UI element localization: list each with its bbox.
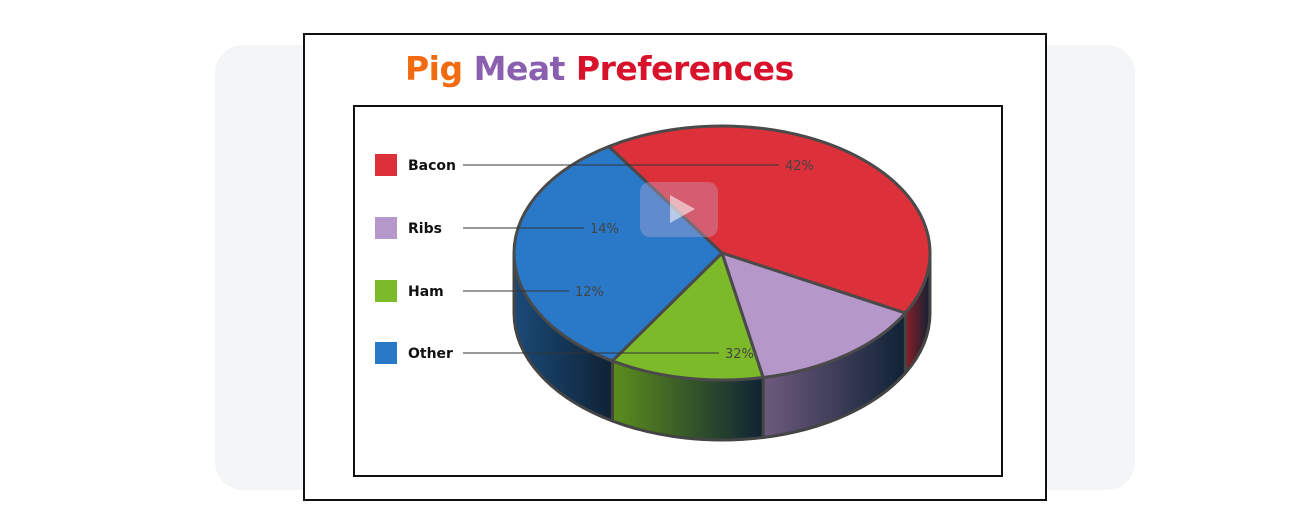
legend-label-other: Other [408,346,453,362]
data-label-ribs: 14% [590,222,619,237]
data-label-ham: 12% [575,285,604,300]
data-label-other: 32% [725,347,754,362]
pie-chart: Bacon 42% Ribs 14% Ham 12% Other 32% [375,124,932,442]
title-word-preferences: Preferences [575,49,794,88]
legend-label-ribs: Ribs [408,221,442,237]
data-label-bacon: 42% [785,159,814,174]
play-icon [670,195,695,223]
pie-slice-other [512,144,724,363]
legend-label-bacon: Bacon [408,158,456,174]
legend-swatch-other [375,342,397,364]
pie-slice-ham [610,251,765,382]
legend-swatch-ribs [375,217,397,239]
pie-slice-ribs [720,251,907,379]
plot-area: Bacon 42% Ribs 14% Ham 12% Other 32% [353,105,1003,477]
chart-title: Pig Meat Preferences [405,49,794,88]
title-word-pig: Pig [405,49,463,88]
legend-swatch-ham [375,280,397,302]
legend-swatch-bacon [375,154,397,176]
chart-card: Pig Meat Preferences Bacon 42% Ribs 14% Ham 1… [303,33,1047,501]
title-word-meat: Meat [473,49,566,88]
pie-slice-bacon [607,124,932,315]
legend-label-ham: Ham [408,284,444,300]
